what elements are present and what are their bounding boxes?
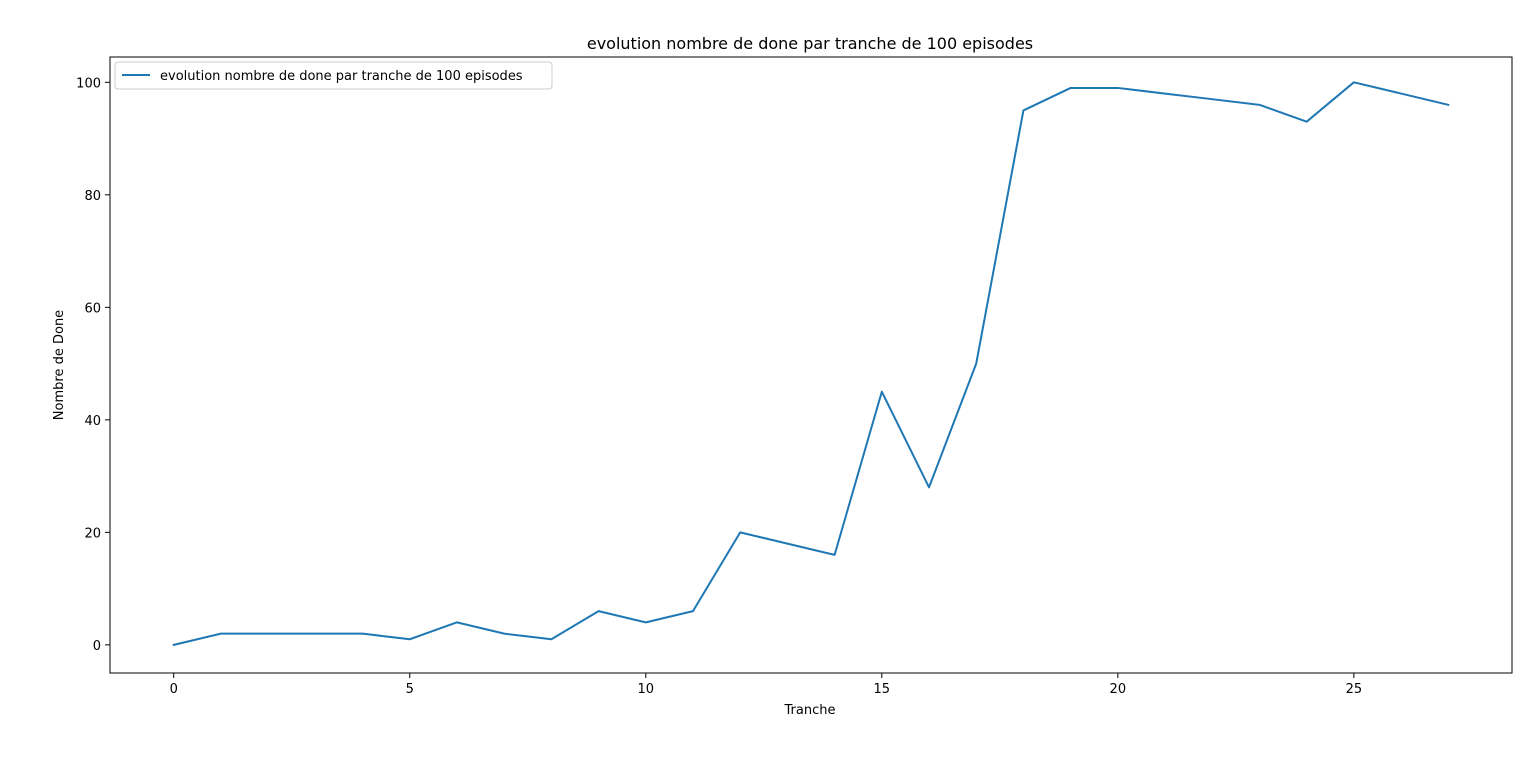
data-point [1353,81,1355,83]
y-tick-label: 20 [84,526,101,541]
data-point [1022,109,1024,111]
y-tick-label: 100 [76,76,101,91]
y-tick-label: 40 [84,414,101,429]
x-tick-label: 0 [170,682,178,697]
y-axis-label: Nombre de Done [52,310,67,420]
data-point [267,633,269,635]
x-tick-label: 15 [874,682,891,697]
y-axis: 0 20 40 60 80 100 [76,76,110,654]
data-point [1117,87,1119,89]
data-point [314,633,316,635]
y-tick-label: 80 [84,189,101,204]
data-point [739,531,741,533]
data-point [1258,104,1260,106]
data-point [1447,104,1449,106]
x-tick-label: 25 [1346,682,1363,697]
x-tick-label: 10 [638,682,655,697]
y-tick-label: 0 [93,639,101,654]
x-axis-label: Tranche [784,703,836,718]
legend-series-label: evolution nombre de done par tranche de … [160,69,523,84]
series-line-0 [172,81,1450,647]
data-point [1211,98,1213,100]
data-point [1306,121,1308,123]
data-point [975,363,977,365]
data-point [881,391,883,393]
data-point [362,633,364,635]
axes-frame [109,56,1513,674]
data-point [645,621,647,623]
data-point [1164,93,1166,95]
data-point [550,638,552,640]
data-point [834,554,836,556]
data-point [786,543,788,545]
data-point [173,644,175,646]
plot-area [172,81,1450,647]
x-axis: 0 5 10 15 20 25 [170,673,1363,697]
data-point [503,633,505,635]
x-tick-label: 20 [1110,682,1127,697]
data-point [928,486,930,488]
x-tick-label: 5 [406,682,414,697]
data-point [1400,93,1402,95]
data-point [692,610,694,612]
legend-box [114,61,553,90]
data-point [598,610,600,612]
chart-title: evolution nombre de done par tranche de … [587,34,1033,53]
legend: evolution nombre de done par tranche de … [114,61,553,90]
data-point [456,621,458,623]
data-point [220,633,222,635]
y-tick-label: 60 [84,301,101,316]
data-point [409,638,411,640]
data-point [1070,87,1072,89]
